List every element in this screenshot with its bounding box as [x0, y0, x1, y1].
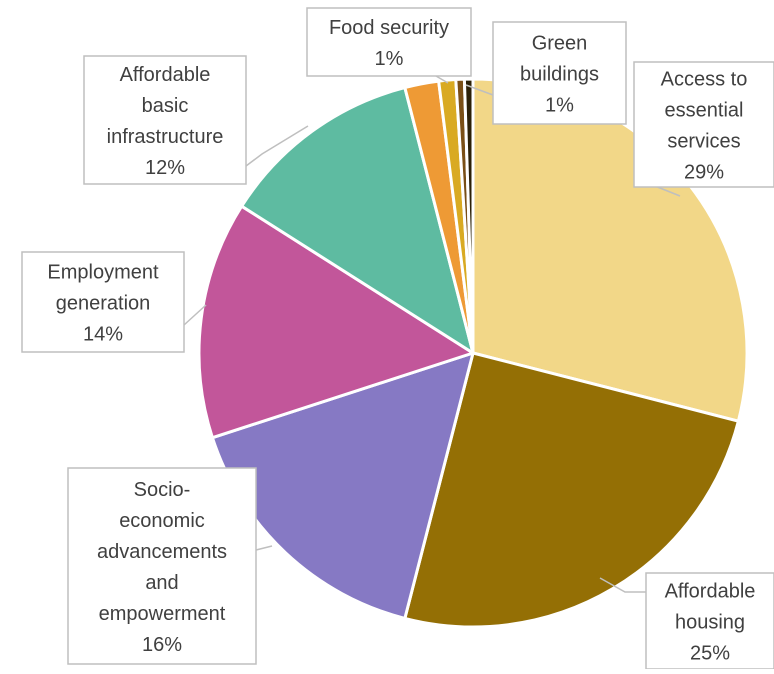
slice-percent-label: 16% [142, 634, 182, 656]
callout-box [633, 61, 774, 188]
leader-line [435, 75, 449, 84]
slice-callout: Green buildings 1% [492, 21, 627, 125]
leader-line [599, 577, 646, 593]
leader-line [183, 304, 207, 326]
slice-percent-label: 1% [545, 95, 574, 117]
slice-percent-label: 14% [83, 324, 123, 346]
slice-category-label: services [667, 131, 740, 153]
slice-category-label: infrastructure [107, 126, 224, 148]
slice-category-label: Access to [661, 69, 748, 91]
pie-slice [197, 204, 475, 440]
slice-callout: Access to essential services 29% [633, 61, 774, 188]
slice-category-label: housing [675, 612, 745, 634]
leader-lines [183, 75, 681, 593]
leader-line [465, 84, 494, 96]
leader-line [245, 125, 309, 167]
slice-callout: Affordable basic infrastructure 12% [83, 55, 247, 185]
slice-category-label: empowerment [99, 603, 226, 625]
slice-category-label: buildings [520, 64, 599, 86]
callout-box [306, 7, 472, 77]
slice-percent-label: 29% [684, 162, 724, 184]
callout-box [83, 55, 247, 185]
pie-slice [240, 86, 475, 355]
pie-slice [462, 77, 475, 355]
slice-category-label: Affordable [120, 64, 211, 86]
slice-callout: Affordable housing 25% [645, 572, 774, 670]
callout-box [67, 467, 257, 665]
slice-category-label: Employment [47, 262, 159, 284]
slice-percent-label: 12% [145, 157, 185, 179]
slice-category-label: advancements [97, 541, 227, 563]
slice-category-label: and [145, 572, 178, 594]
slice-percent-label: 1% [375, 48, 404, 70]
slice-callout: Food security 1% [306, 7, 472, 77]
slice-callout: Socio-economic advancements and empowerment… [67, 467, 257, 665]
callout-box [492, 21, 627, 125]
slice-category-label: Green [532, 33, 588, 55]
callout-box [21, 251, 185, 353]
slice-category-label: basic [142, 95, 189, 117]
slice-category-label: essential [665, 100, 744, 122]
callout-box [645, 572, 774, 670]
pie-slice [210, 351, 475, 620]
pie-slice [403, 351, 740, 629]
slice-category-label: generation [56, 293, 151, 315]
slice-category-label: economic [119, 510, 205, 532]
slice-callout: Employment generation 14% [21, 251, 185, 353]
slice-callouts: Access to essential services 29% Affordable h… [21, 7, 774, 670]
slice-category-label: Affordable [665, 581, 756, 603]
slice-percent-label: 25% [690, 643, 730, 665]
slice-category-label: Food security [329, 17, 449, 39]
slice-category-label: Socio- [134, 479, 191, 501]
pie-slices [197, 77, 749, 629]
leader-line [255, 545, 273, 551]
